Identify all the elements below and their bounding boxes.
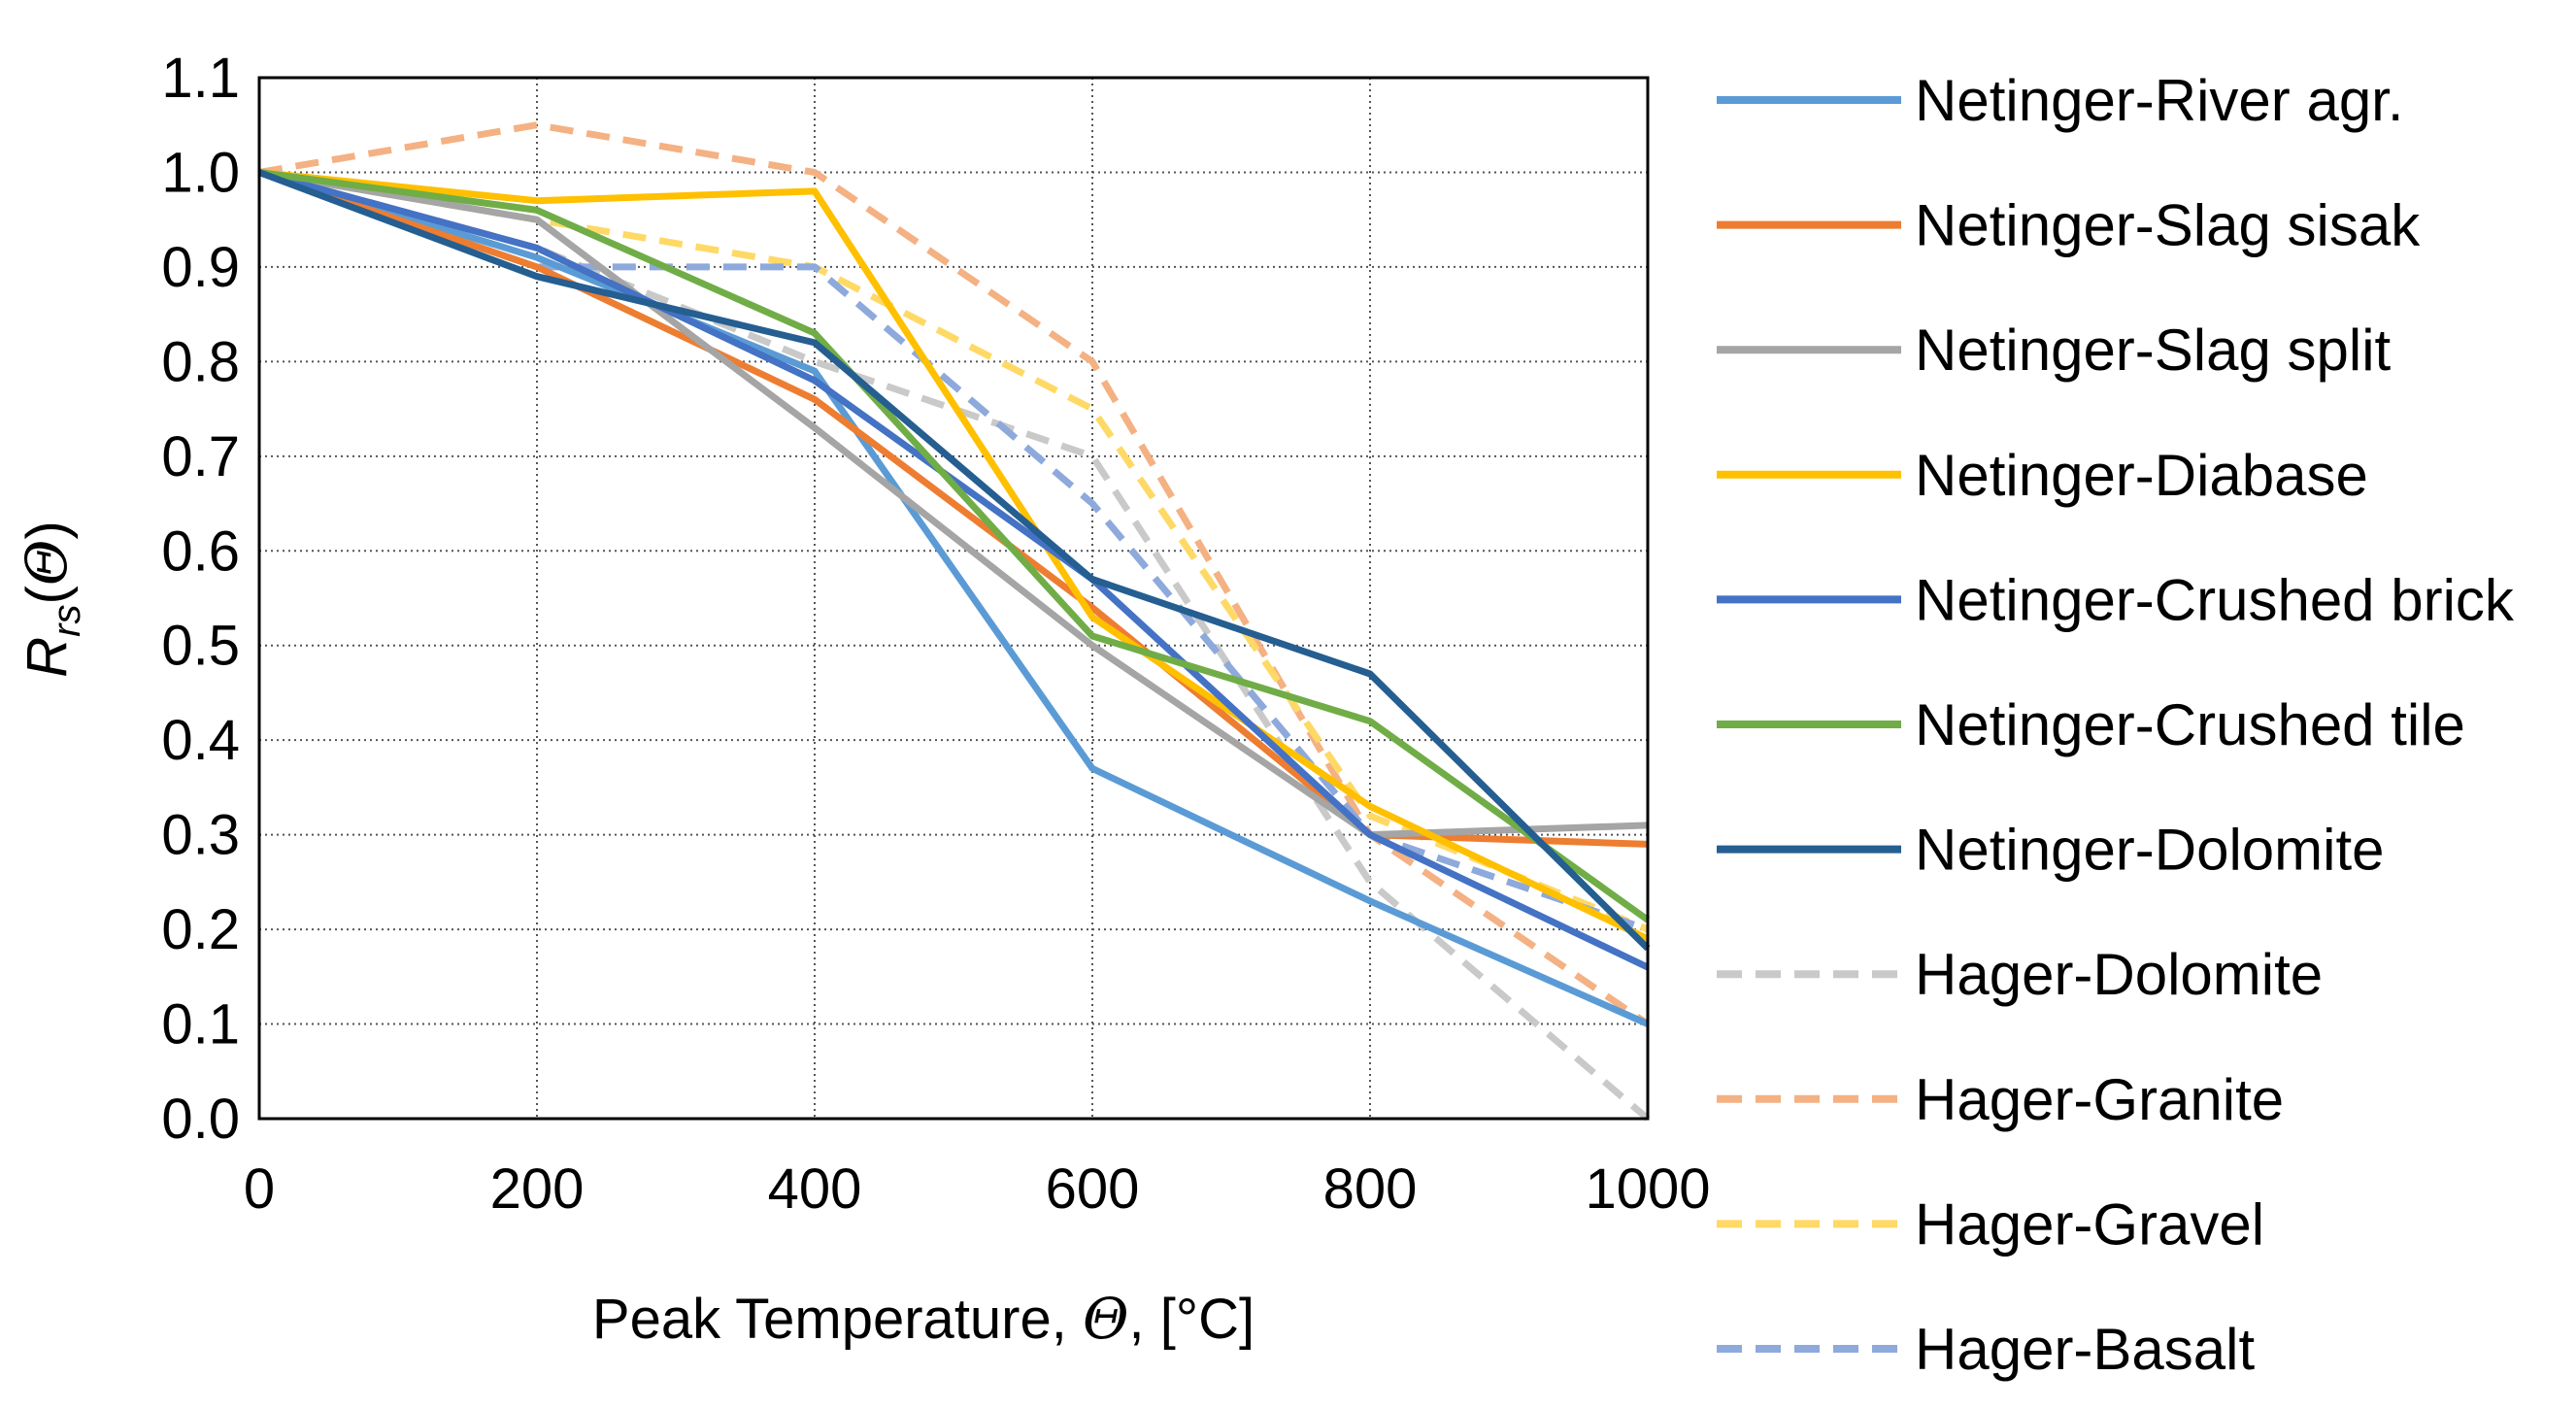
legend-label: Netinger-River agr. — [1915, 68, 2404, 133]
x-tick-labels: 0 200 400 600 800 1000 — [244, 1157, 1711, 1221]
legend-label: Netinger-Crushed tile — [1915, 692, 2465, 757]
legend-label: Netinger-Diabase — [1915, 443, 2368, 508]
y-tick-label: 1.1 — [161, 47, 240, 110]
y-tick-label: 0.0 — [161, 1088, 240, 1151]
legend-label: Hager-Granite — [1915, 1067, 2284, 1132]
series-line-5 — [258, 169, 1651, 923]
x-tick-label: 1000 — [1585, 1157, 1710, 1221]
y-tick-label: 0.1 — [161, 993, 240, 1057]
series-line-6 — [257, 169, 1651, 952]
y-tick-label: 0.5 — [161, 615, 240, 678]
series-line-0 — [257, 169, 1650, 1027]
y-tick-label: 0.4 — [161, 709, 240, 772]
y-tick-label: 1.0 — [161, 141, 240, 204]
series-lines — [257, 121, 1651, 1122]
y-tick-label: 0.3 — [161, 804, 240, 867]
legend-label: Netinger-Slag split — [1915, 318, 2392, 383]
legend-label: Netinger-Slag sisak — [1915, 193, 2421, 258]
x-axis-title-prefix: Peak Temperature, — [592, 1288, 1083, 1351]
y-axis-title-main: R — [16, 637, 79, 678]
x-tick-label: 0 — [244, 1157, 275, 1221]
y-axis-title-symbol: Θ — [14, 540, 80, 587]
y-tick-label: 0.6 — [161, 520, 240, 583]
plot-frame — [257, 76, 1650, 1121]
legend-label: Hager-Basalt — [1915, 1317, 2255, 1382]
y-tick-labels: 0.0 0.1 0.2 0.3 0.4 0.5 0.6 0.7 0.8 0.9 1.0 1.1 — [161, 47, 240, 1151]
series-line-8 — [258, 121, 1650, 1027]
series-line-3 — [258, 169, 1650, 942]
legend: Netinger-River agr. Netinger-Slag sisak Ne… — [1717, 68, 2515, 1382]
legend-label: Netinger-Dolomite — [1915, 818, 2385, 883]
y-tick-label: 0.8 — [161, 330, 240, 393]
y-axis-title: Rrs(Θ) — [14, 520, 88, 677]
x-axis-title-suffix: , [°C] — [1129, 1288, 1255, 1351]
series-line-2 — [258, 169, 1649, 839]
y-tick-label: 0.2 — [161, 898, 240, 961]
y-tick-label: 0.9 — [161, 236, 240, 299]
y-tick-label: 0.7 — [161, 425, 240, 488]
legend-label: Hager-Gravel — [1915, 1191, 2264, 1257]
x-tick-label: 400 — [768, 1157, 862, 1221]
y-axis-title-open: ( — [16, 586, 79, 604]
x-tick-label: 800 — [1323, 1157, 1418, 1221]
legend-label: Hager-Dolomite — [1915, 942, 2323, 1007]
x-axis-title-symbol: Θ — [1083, 1286, 1129, 1352]
y-axis-title-close: ) — [16, 520, 79, 539]
legend-label: Netinger-Crushed brick — [1915, 567, 2515, 632]
x-tick-label: 200 — [490, 1157, 585, 1221]
x-tick-label: 600 — [1046, 1157, 1140, 1221]
x-axis-title: Peak Temperature, Θ, [°C] — [592, 1286, 1255, 1352]
y-axis-title-sub: rs — [46, 605, 88, 637]
